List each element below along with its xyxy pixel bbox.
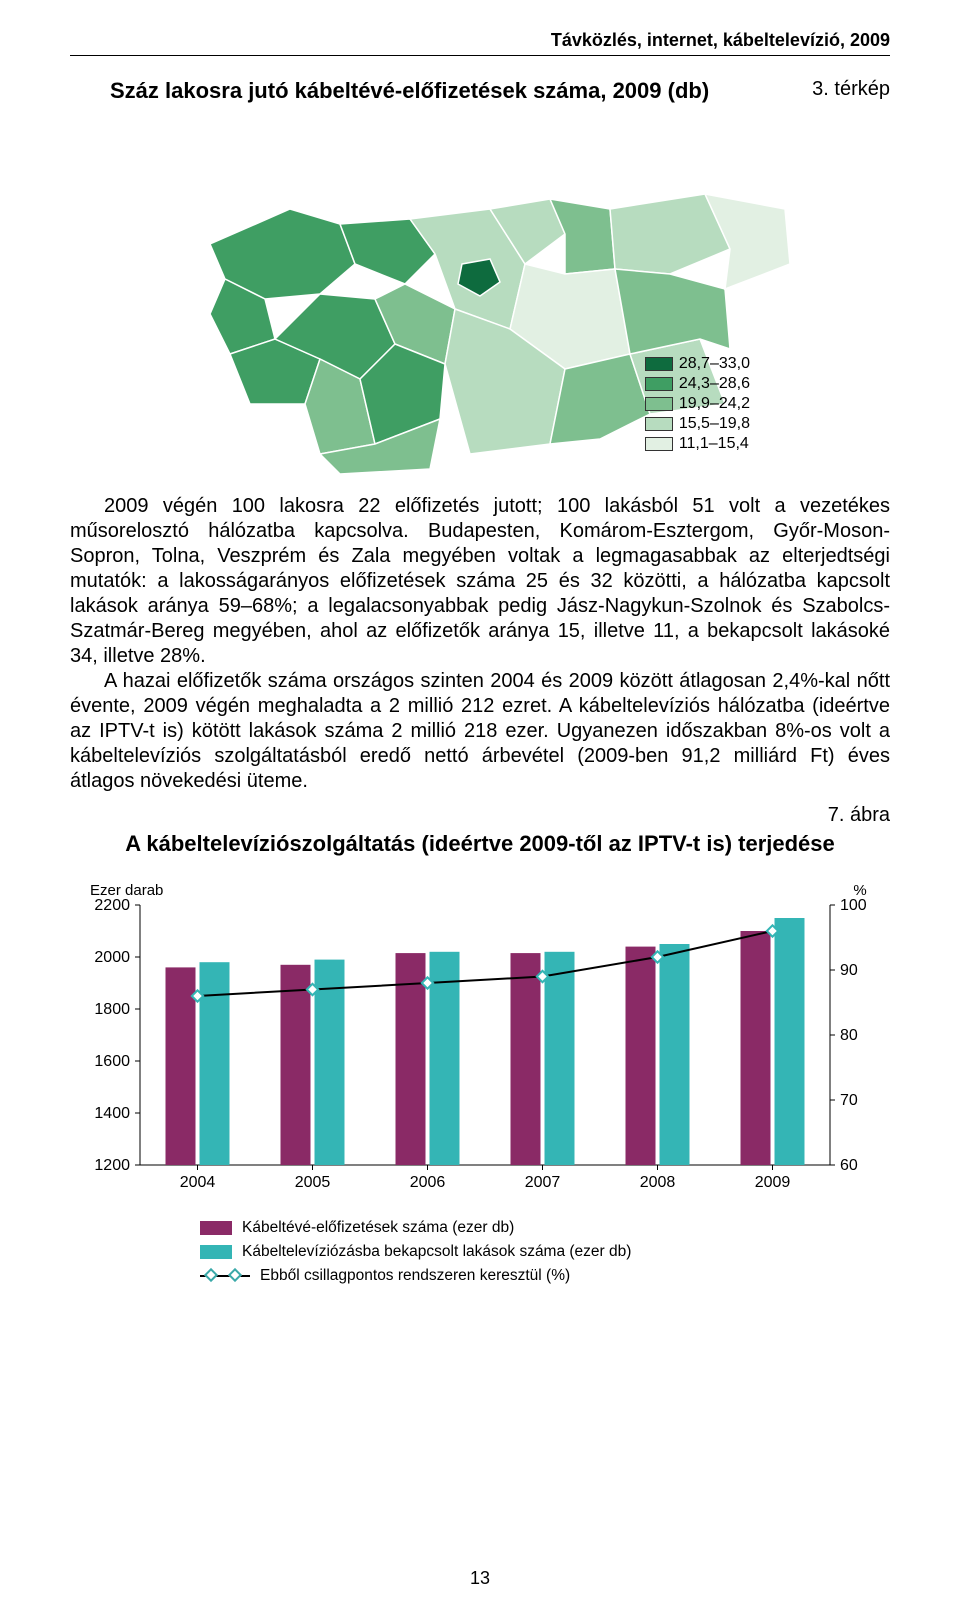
legend-label: 11,1–15,4 bbox=[679, 435, 749, 453]
x-tick-label: 2009 bbox=[755, 1174, 791, 1191]
map-legend-row: 19,9–24,2 bbox=[645, 394, 750, 414]
legend-swatch bbox=[645, 437, 673, 451]
chart-container: Ezer darab%12001400160018002000220060708… bbox=[70, 875, 890, 1285]
page-number: 13 bbox=[0, 1568, 960, 1589]
bar-series-2 bbox=[315, 960, 345, 1165]
x-tick-label: 2005 bbox=[295, 1174, 331, 1191]
legend-label: Kábeltelevíziózásba bekapcsolt lakások s… bbox=[242, 1243, 631, 1261]
bar-series-2 bbox=[430, 952, 460, 1165]
bar-series-2 bbox=[545, 952, 575, 1165]
y-left-tick: 1400 bbox=[94, 1105, 130, 1122]
y-right-tick: 60 bbox=[840, 1157, 858, 1174]
map-legend-row: 24,3–28,6 bbox=[645, 374, 750, 394]
legend-swatch bbox=[200, 1245, 232, 1259]
y-right-tick: 80 bbox=[840, 1027, 858, 1044]
legend-label: Kábeltévé-előfizetések száma (ezer db) bbox=[242, 1219, 514, 1237]
x-tick-label: 2006 bbox=[410, 1174, 446, 1191]
x-tick-label: 2008 bbox=[640, 1174, 676, 1191]
y-left-tick: 2200 bbox=[94, 897, 130, 914]
bar-series-1 bbox=[511, 953, 541, 1165]
legend-label: 28,7–33,0 bbox=[679, 355, 750, 373]
legend-swatch bbox=[200, 1221, 232, 1235]
x-tick-label: 2004 bbox=[180, 1174, 216, 1191]
legend-swatch bbox=[645, 377, 673, 391]
header-title: Távközlés, internet, kábeltelevízió, 200… bbox=[551, 30, 890, 50]
y-right-tick: 100 bbox=[840, 897, 867, 914]
map-legend-row: 15,5–19,8 bbox=[645, 414, 750, 434]
bar-series-2 bbox=[200, 962, 230, 1165]
map-title: Száz lakosra jutó kábeltévé-előfizetések… bbox=[110, 78, 709, 104]
region-hajdu-bihar bbox=[615, 269, 730, 354]
y-left-tick: 2000 bbox=[94, 949, 130, 966]
legend-label: 19,9–24,2 bbox=[679, 395, 750, 413]
body-paragraph-1: 2009 végén 100 lakosra 22 előfizetés jut… bbox=[70, 494, 890, 669]
bar-series-1 bbox=[281, 965, 311, 1165]
map-legend-row: 11,1–15,4 bbox=[645, 434, 750, 454]
y-left-tick: 1200 bbox=[94, 1157, 130, 1174]
map-figure-label: 3. térkép bbox=[812, 78, 890, 101]
page-header: Távközlés, internet, kábeltelevízió, 200… bbox=[70, 30, 890, 56]
bar-series-1 bbox=[166, 967, 196, 1165]
chart-legend-row: Kábeltelevíziózásba bekapcsolt lakások s… bbox=[200, 1243, 760, 1261]
chart-title: A kábeltelevíziószolgáltatás (ideértve 2… bbox=[70, 831, 890, 857]
y-left-tick: 1600 bbox=[94, 1053, 130, 1070]
y-left-tick: 1800 bbox=[94, 1001, 130, 1018]
legend-line-icon bbox=[200, 1269, 250, 1283]
bar-series-2 bbox=[775, 918, 805, 1165]
y-right-tick: 70 bbox=[840, 1092, 858, 1109]
bar-series-1 bbox=[626, 947, 656, 1165]
chart-legend-row: Kábeltévé-előfizetések száma (ezer db) bbox=[200, 1219, 760, 1237]
chart-legend: Kábeltévé-előfizetések száma (ezer db) Ká… bbox=[200, 1219, 760, 1285]
legend-swatch bbox=[645, 357, 673, 371]
legend-swatch bbox=[645, 417, 673, 431]
chart-legend-row: Ebből csillagpontos rendszeren keresztül… bbox=[200, 1267, 760, 1285]
body-paragraph-2: A hazai előfizetők száma országos szinte… bbox=[70, 669, 890, 794]
map-section: Száz lakosra jutó kábeltévé-előfizetések… bbox=[70, 78, 890, 474]
bar-series-1 bbox=[741, 931, 771, 1165]
y-right-tick: 90 bbox=[840, 962, 858, 979]
legend-swatch bbox=[645, 397, 673, 411]
legend-label: Ebből csillagpontos rendszeren keresztül… bbox=[260, 1267, 570, 1285]
legend-label: 24,3–28,6 bbox=[679, 375, 750, 393]
body-text: 2009 végén 100 lakosra 22 előfizetés jut… bbox=[70, 494, 890, 794]
map-legend: 28,7–33,0 24,3–28,6 19,9–24,2 15,5–19,8 11,1… bbox=[645, 354, 750, 454]
bar-series-2 bbox=[660, 944, 690, 1165]
x-tick-label: 2007 bbox=[525, 1174, 561, 1191]
chart-figure-label: 7. ábra bbox=[70, 804, 890, 827]
map-legend-row: 28,7–33,0 bbox=[645, 354, 750, 374]
legend-label: 15,5–19,8 bbox=[679, 415, 750, 433]
bar-line-chart: Ezer darab%12001400160018002000220060708… bbox=[70, 875, 890, 1205]
